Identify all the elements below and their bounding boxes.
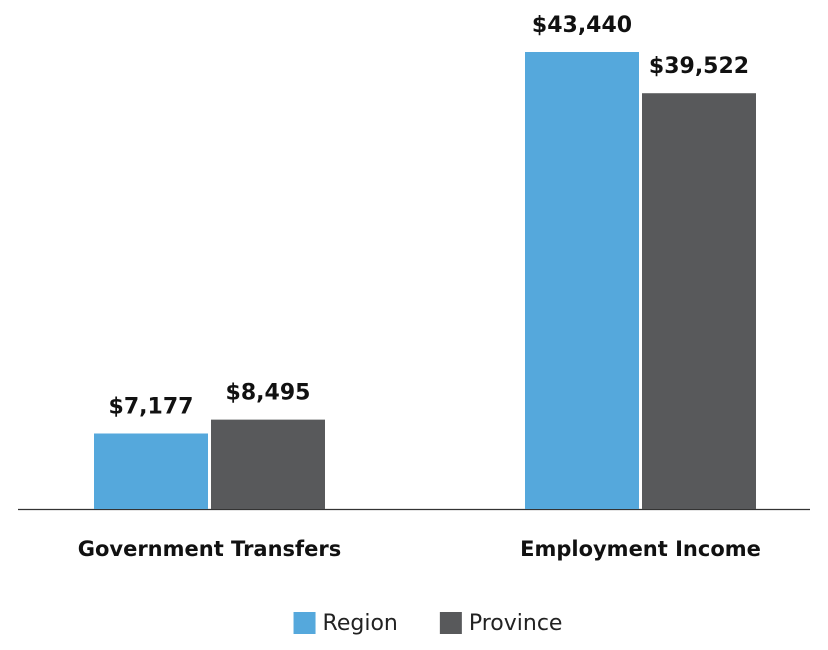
legend-swatch — [439, 612, 462, 634]
value-label: $8,495 — [226, 381, 311, 406]
legend-label: Region — [323, 611, 398, 636]
bar — [525, 52, 639, 509]
value-label: $39,522 — [649, 54, 749, 79]
category-label: Employment Income — [520, 537, 761, 561]
value-label: $43,440 — [532, 13, 632, 38]
legend-label: Province — [469, 611, 563, 636]
bar — [211, 419, 325, 509]
legend-swatch — [293, 612, 316, 634]
legend: Region Province — [293, 611, 563, 636]
bar — [94, 433, 208, 509]
bar — [642, 93, 756, 509]
value-label: $7,177 — [109, 394, 194, 419]
category-label: Government Transfers — [78, 537, 342, 561]
